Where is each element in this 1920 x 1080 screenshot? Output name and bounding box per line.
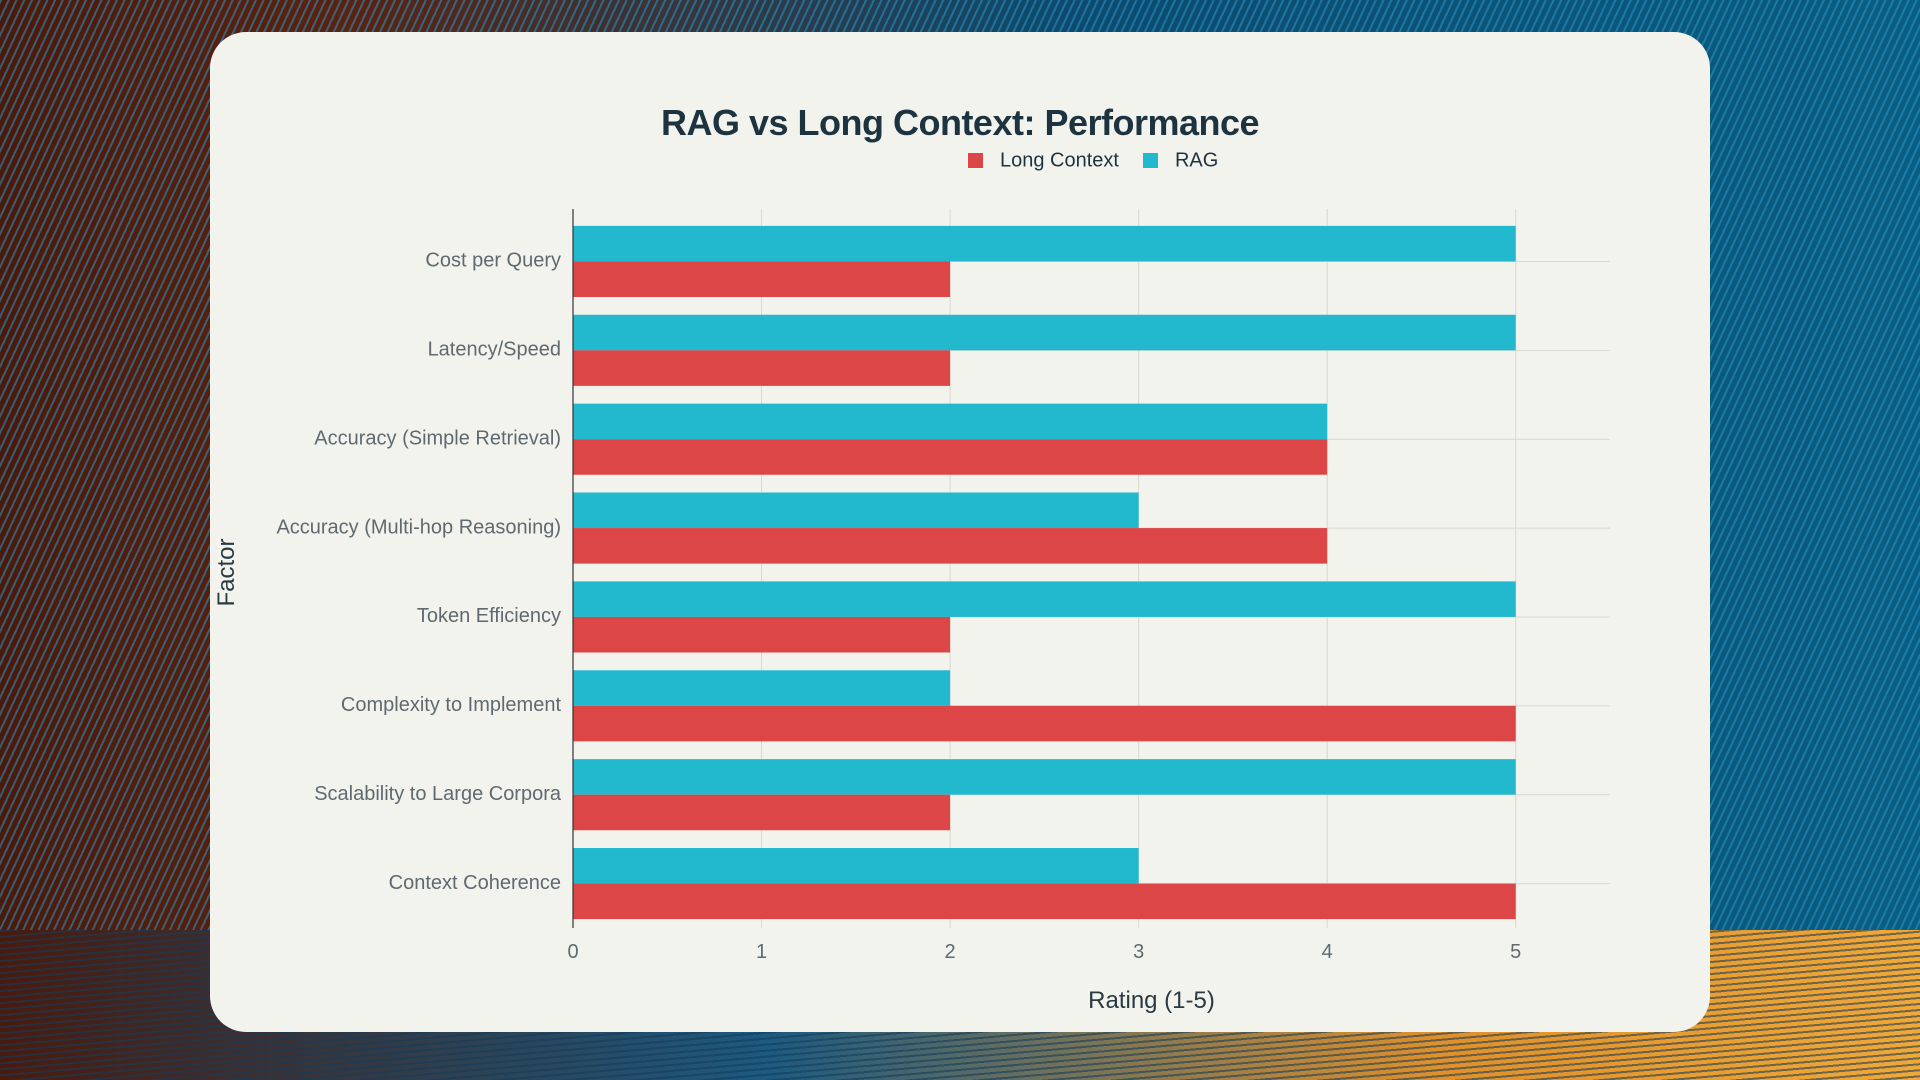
- chart-title: RAG vs Long Context: Performance: [660, 102, 1260, 143]
- legend-swatch: [1142, 153, 1158, 168]
- y-tick-label: Scalability to Large Corpora: [314, 783, 562, 805]
- legend: Long Context RAG: [968, 149, 1218, 171]
- bar-rag: [573, 848, 1139, 884]
- chart-card: RAG vs Long Context: Performance Context…: [210, 32, 1710, 1032]
- x-tick-label: 3: [1133, 941, 1144, 963]
- bar-rag: [573, 314, 1516, 351]
- bar-rag: [573, 759, 1516, 795]
- y-axis-title: Factor: [213, 538, 240, 606]
- bar-rag: [573, 225, 1516, 262]
- bar-long-context: [573, 616, 951, 653]
- y-tick-label: Latency/Speed: [428, 339, 561, 361]
- bars: [573, 225, 1516, 920]
- bar-long-context: [573, 261, 951, 297]
- y-tick-label: Token Efficiency: [417, 605, 561, 627]
- axes: Context Coherence Scalability to Large Co…: [213, 209, 1521, 1014]
- y-tick-label: Context Coherence: [389, 872, 561, 894]
- x-tick-label: 5: [1510, 941, 1521, 963]
- y-tick-label: Accuracy (Simple Retrieval): [314, 427, 561, 449]
- bar-rag: [573, 492, 1139, 529]
- bar-long-context: [573, 705, 1516, 742]
- x-axis-title: Rating (1-5): [1088, 987, 1215, 1014]
- legend-label: RAG: [1175, 149, 1218, 171]
- bar-long-context: [573, 528, 1328, 564]
- bar-rag: [573, 403, 1328, 440]
- x-tick-label: 2: [945, 941, 956, 963]
- bar-long-context: [573, 794, 951, 831]
- bar-chart: Context Coherence Scalability to Large Co…: [213, 149, 1610, 1014]
- bar-long-context: [573, 350, 951, 386]
- bar-long-context: [573, 439, 1328, 475]
- x-tick-label: 0: [567, 941, 578, 963]
- x-tick-label: 4: [1322, 941, 1333, 963]
- legend-label: Long Context: [1000, 149, 1119, 171]
- bar-long-context: [573, 883, 1516, 920]
- x-tick-label: 1: [756, 941, 767, 963]
- bar-rag: [573, 670, 951, 706]
- bar-rag: [573, 581, 1516, 617]
- y-tick-label: Complexity to Implement: [341, 694, 562, 716]
- y-tick-label: Cost per Query: [425, 250, 561, 272]
- y-tick-label: Accuracy (Multi-hop Reasoning): [276, 516, 561, 538]
- legend-swatch: [968, 153, 983, 168]
